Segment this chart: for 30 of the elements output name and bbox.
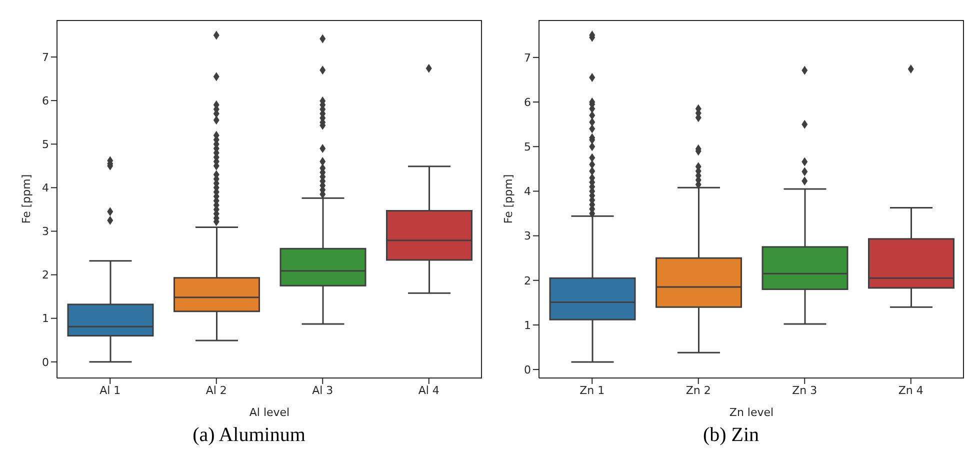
y-tick-label: 2: [42, 268, 49, 282]
y-axis-title: Fe [ppm]: [20, 174, 33, 224]
x-tick-label: Zn 1: [580, 384, 605, 397]
y-tick-label: 7: [42, 50, 49, 64]
y-tick-label: 4: [42, 182, 49, 195]
y-tick-label: 5: [42, 138, 49, 152]
x-tick-label: Zn 4: [898, 384, 924, 397]
x-tick-label: Zn 2: [686, 384, 711, 397]
y-tick-label: 0: [524, 363, 531, 376]
text: (b) Zin: [702, 424, 760, 447]
x-tick-label: Al 3: [312, 384, 334, 397]
y-tick-label: 2: [524, 274, 531, 288]
y-tick-label: 7: [524, 51, 531, 64]
x-axis-title: Zn level: [729, 406, 774, 419]
y-tick-label: 5: [524, 140, 531, 154]
y-tick-label: 6: [42, 94, 49, 108]
x-tick-label: Al 1: [100, 384, 121, 397]
y-tick-label: 6: [524, 96, 531, 109]
x-axis-title: Al level: [249, 406, 290, 419]
y-axis-title: Fe [ppm]: [502, 174, 515, 224]
x-tick-label: Zn 3: [792, 384, 818, 397]
y-tick-label: 3: [524, 230, 531, 243]
y-tick-label: 0: [42, 356, 49, 369]
y-tick-label: 1: [524, 318, 531, 332]
y-tick-label: 3: [42, 225, 49, 238]
y-tick-label: 1: [42, 312, 49, 326]
y-tick-label: 4: [524, 185, 531, 198]
x-tick-label: Al 2: [206, 384, 227, 397]
text: (a) Aluminum: [192, 424, 306, 447]
x-tick-label: Al 4: [418, 384, 440, 397]
